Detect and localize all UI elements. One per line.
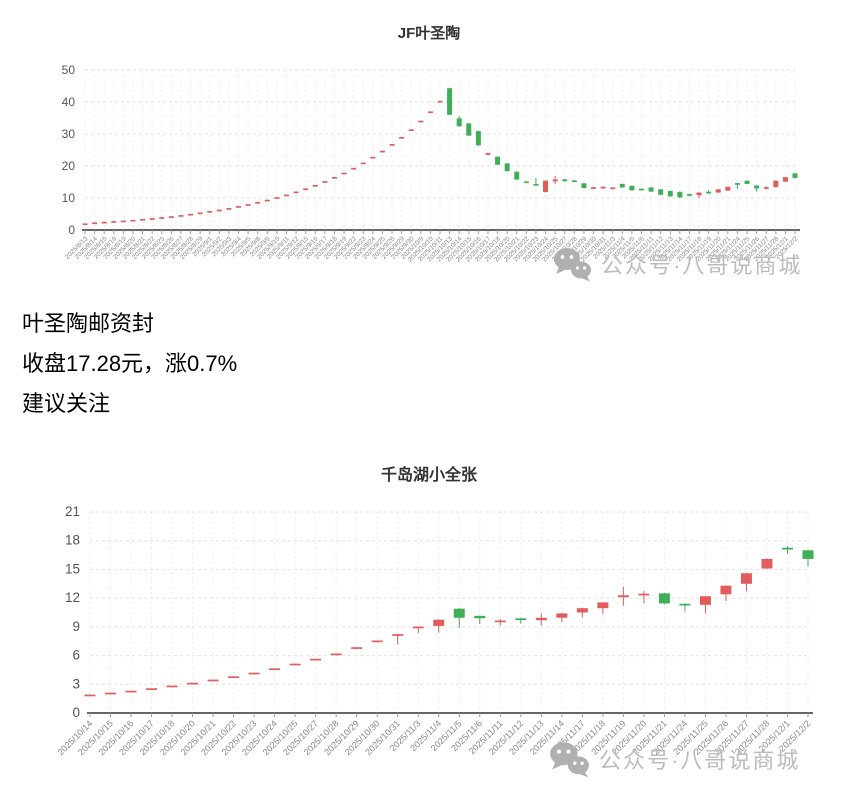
candle-body: [792, 173, 798, 178]
y-axis-tick-label: 3: [72, 676, 80, 691]
y-axis-tick-label: 40: [62, 95, 76, 109]
candle-body: [543, 180, 549, 192]
wechat-icon: [550, 742, 589, 778]
y-axis-tick-label: 15: [65, 561, 80, 576]
candle-body: [504, 163, 510, 172]
candle-body: [581, 183, 587, 189]
candle-body: [744, 180, 750, 184]
y-axis-tick-label: 30: [62, 127, 76, 141]
y-axis-tick-label: 12: [65, 590, 80, 605]
candle-body: [556, 613, 568, 618]
candle-body: [433, 619, 445, 626]
candle-body: [761, 558, 773, 569]
candle-body: [754, 185, 760, 189]
candlestick-chart-qiandaohu: 0369121518212025/10/142025/10/152025/10/…: [55, 504, 814, 757]
candle-body: [514, 171, 520, 180]
watermark-text: 公众号·八哥说商城: [599, 748, 801, 773]
summary-text-block: 叶圣陶邮资封 收盘17.28元，涨0.7% 建议关注: [22, 304, 237, 424]
y-axis-tick-label: 6: [72, 648, 80, 663]
candle-body: [802, 550, 814, 559]
candle-body: [725, 186, 731, 191]
candle-body: [619, 183, 625, 188]
candle-body: [576, 608, 588, 613]
candle-body: [447, 88, 453, 115]
candle-body: [773, 180, 779, 188]
chart1-title: JF叶圣陶: [397, 25, 461, 42]
candle-body: [453, 608, 465, 618]
y-axis-tick-label: 50: [62, 63, 76, 77]
candle-body: [696, 192, 702, 196]
y-axis-tick-label: 0: [72, 705, 80, 720]
candlestick-chart-yeshengtao: 010203040502025/8/132025/8/142025/8/1520…: [62, 63, 800, 263]
candle-body: [466, 123, 472, 136]
candle-body: [475, 131, 481, 146]
candle-body: [597, 602, 609, 609]
y-axis-tick-label: 9: [72, 619, 80, 634]
watermark-text: 公众号·八哥说商城: [601, 253, 803, 278]
candle-body: [648, 187, 654, 192]
candle-body: [456, 118, 462, 127]
wechat-icon: [554, 248, 591, 282]
candle-body: [535, 617, 547, 621]
candle-body: [677, 191, 683, 198]
y-axis-tick-label: 20: [62, 159, 76, 173]
candle-body: [782, 177, 788, 182]
candle-body: [740, 573, 752, 584]
candle-body: [658, 593, 670, 604]
candle-body: [720, 585, 732, 595]
summary-advice: 建议关注: [22, 391, 111, 416]
chart2-title: 千岛湖小全张: [380, 467, 477, 484]
candle-body: [552, 179, 558, 182]
candle-body: [667, 190, 673, 197]
y-axis-tick-label: 18: [65, 533, 80, 548]
y-axis-tick-label: 21: [65, 504, 80, 519]
candle-body: [474, 615, 486, 619]
candle-body: [617, 595, 629, 598]
summary-item-name: 叶圣陶邮资封: [22, 311, 155, 336]
candle-body: [495, 156, 501, 165]
y-axis-tick-label: 0: [68, 223, 75, 237]
y-axis-tick-label: 10: [62, 191, 76, 205]
summary-close-price: 收盘17.28元，涨0.7%: [22, 351, 238, 376]
candle-body: [629, 185, 635, 191]
watermark-top: 公众号·八哥说商城: [552, 246, 802, 282]
candle-body: [658, 189, 664, 195]
candle-body: [699, 596, 711, 605]
candle-body: [715, 189, 721, 193]
watermark-bottom: 公众号·八哥说商城: [548, 740, 800, 778]
